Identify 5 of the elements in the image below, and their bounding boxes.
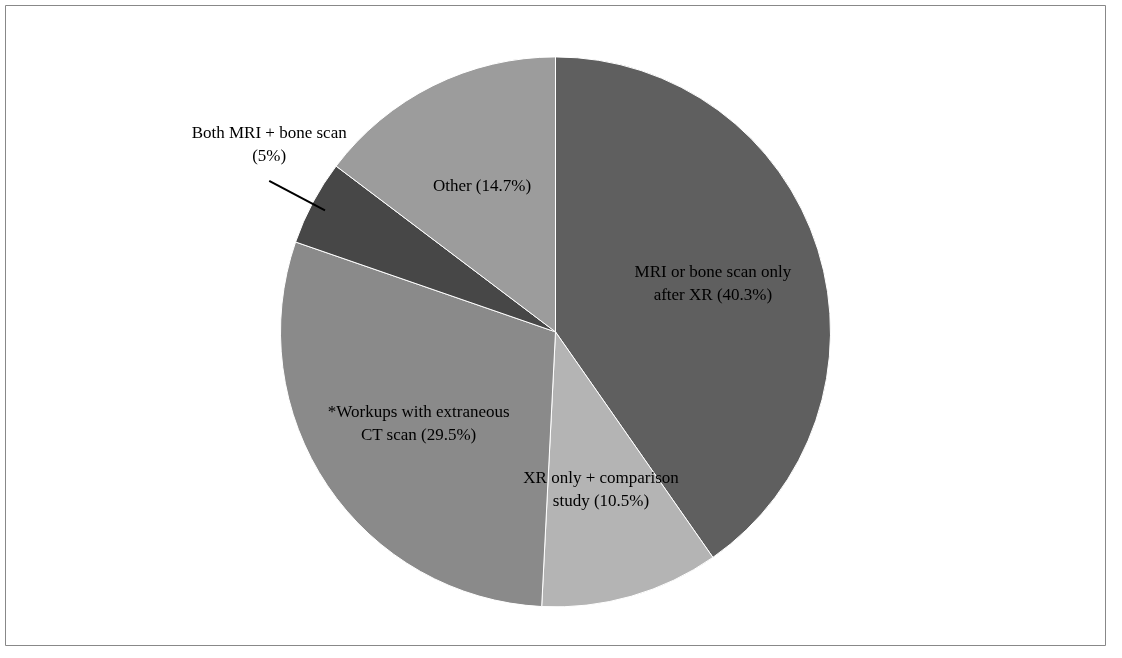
slice-label: Other (14.7%): [432, 176, 532, 196]
slice-label: Both MRI + bone scan (5%): [191, 123, 348, 165]
slice-label: MRI or bone scan only after XR (40.3%): [634, 262, 792, 304]
slice-label: XR only + comparison study (10.5%): [523, 467, 680, 510]
slice-label: *Workups with extraneous CT scan (29.5%): [327, 402, 510, 445]
